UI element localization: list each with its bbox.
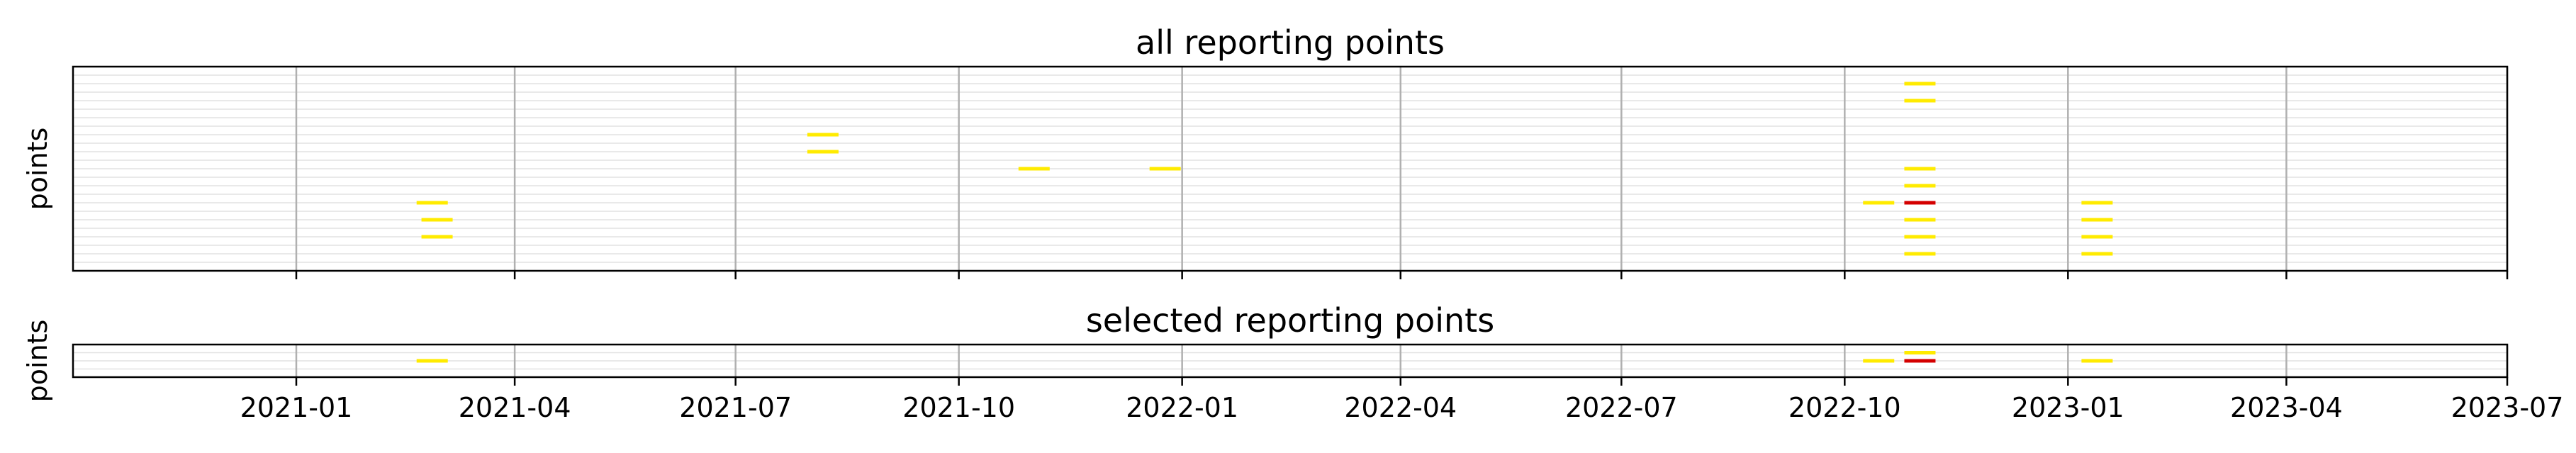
axes-frame	[72, 343, 2509, 379]
x-tick-label: 2022-07	[1565, 392, 1678, 423]
x-tick-label: 2022-10	[1788, 392, 1901, 423]
x-tick-label: 2022-01	[1126, 392, 1238, 423]
x-tick-label: 2021-10	[902, 392, 1015, 423]
axes-frame	[72, 65, 2509, 272]
y-axis-label: points	[22, 128, 53, 211]
x-tick-label: 2021-04	[459, 392, 571, 423]
chart-title: all reporting points	[1136, 23, 1445, 62]
chart-title: selected reporting points	[1086, 301, 1494, 340]
x-tick-label: 2021-07	[679, 392, 792, 423]
x-tick-label: 2023-07	[2451, 392, 2564, 423]
x-tick-label: 2021-01	[240, 392, 353, 423]
y-axis-label: points	[22, 320, 53, 403]
x-tick-label: 2023-04	[2230, 392, 2343, 423]
x-tick-label: 2023-01	[2012, 392, 2124, 423]
x-tick-label: 2022-04	[1344, 392, 1457, 423]
